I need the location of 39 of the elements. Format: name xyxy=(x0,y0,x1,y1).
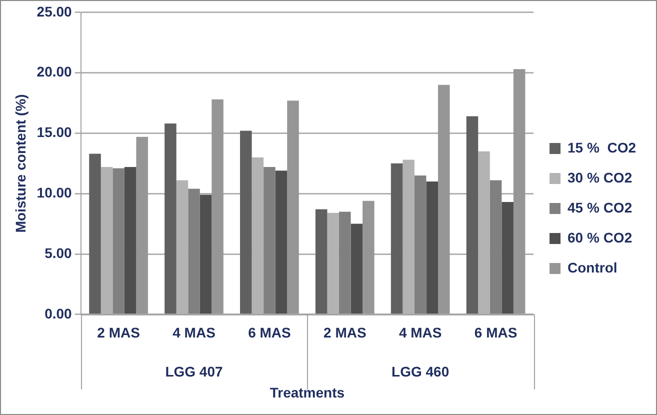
y-tick-label: 10.00 xyxy=(36,184,72,200)
bar xyxy=(390,163,403,314)
x-tick-label: 2 MAS xyxy=(324,324,366,341)
bar xyxy=(350,224,363,314)
bar xyxy=(112,168,124,314)
y-tick-label: 15.00 xyxy=(36,124,72,140)
bar xyxy=(502,202,514,314)
x-tick-label: 4 MAS xyxy=(398,324,442,341)
y-tick-label: 25.00 xyxy=(36,3,72,20)
legend-label: 45 % CO2 xyxy=(568,199,632,216)
y-tick-label: 0.00 xyxy=(44,305,72,322)
x-tick-label: 2 MAS xyxy=(97,324,140,341)
legend-label: 60 % CO2 xyxy=(568,229,632,246)
bar xyxy=(414,175,426,314)
x-tick-label: 4 MAS xyxy=(172,324,216,341)
text: LGG 407 xyxy=(165,363,224,380)
bar xyxy=(200,194,212,314)
bar xyxy=(466,116,478,314)
bar xyxy=(490,180,502,314)
x-tick-label: 6 MAS xyxy=(474,324,518,341)
legend-label: 15 % CO2 xyxy=(568,139,636,156)
y-tick-label: 5.00 xyxy=(44,244,72,261)
bar xyxy=(264,167,276,314)
legend-label: Control xyxy=(568,259,618,276)
bar xyxy=(240,130,252,314)
bar xyxy=(164,124,176,314)
bar xyxy=(315,209,328,314)
text: LGG 460 xyxy=(392,363,450,380)
legend-label: 30 % CO2 xyxy=(568,169,632,186)
y-axis-title: Moisture content (%) xyxy=(12,94,28,233)
x-axis-title: Treatments xyxy=(270,384,345,400)
bar xyxy=(89,154,101,314)
x-tick-label: 6 MAS xyxy=(248,324,291,341)
bar xyxy=(188,188,200,314)
bar xyxy=(426,182,438,314)
bar xyxy=(124,167,136,314)
bar xyxy=(275,170,288,314)
bar xyxy=(339,212,351,314)
y-tick-label: 20.00 xyxy=(36,64,72,80)
